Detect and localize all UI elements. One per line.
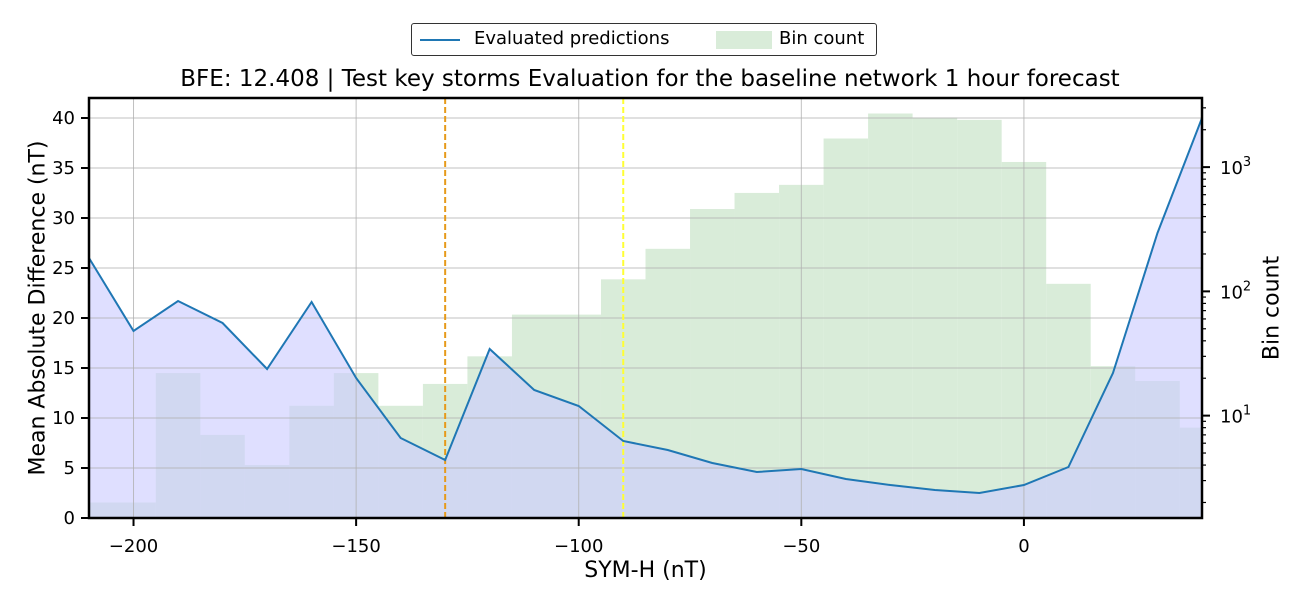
histogram-bar xyxy=(957,119,1002,518)
x-tick-label: 0 xyxy=(1018,536,1029,557)
y-tick-label: 5 xyxy=(64,458,75,479)
x-tick-label: −100 xyxy=(554,536,603,557)
histogram-bar xyxy=(823,138,869,518)
x-axis-label: SYM-H (nT) xyxy=(584,558,707,583)
y-tick-label: 30 xyxy=(52,208,75,229)
legend: Evaluated predictions Bin count xyxy=(411,23,877,56)
legend-label-evaluated-predictions: Evaluated predictions xyxy=(474,28,670,49)
y2-axis-label: Bin count xyxy=(1259,255,1285,361)
y-tick-label: 10 xyxy=(52,408,75,429)
x-tick-label: −150 xyxy=(331,536,380,557)
series-line-evaluated-predictions xyxy=(88,117,1203,495)
y-tick-label: 0 xyxy=(64,508,75,529)
y-tick-label: 20 xyxy=(52,308,75,329)
y-tick-label: 15 xyxy=(52,358,75,379)
y2-tick-label: 103 xyxy=(1220,155,1251,179)
y-tick-label: 25 xyxy=(52,258,75,279)
plot-frame xyxy=(87,96,1204,520)
vline-layer xyxy=(444,98,625,518)
axis-layer: −200 −150 −100 −50 0 0 5 10 15 20 25 30 35 40 101 102 10… xyxy=(52,107,1251,557)
histogram-bar xyxy=(734,192,780,518)
y-axis-label: Mean Absolute Difference (nT) xyxy=(25,140,51,476)
y2-tick-label: 101 xyxy=(1220,404,1251,428)
y-tick-label: 35 xyxy=(52,158,75,179)
legend-patch-swatch xyxy=(716,31,772,49)
line-layer xyxy=(88,117,1203,495)
histogram-bar xyxy=(868,113,913,519)
legend-label-bin-count: Bin count xyxy=(779,28,865,49)
legend-line-swatch xyxy=(420,39,460,41)
x-tick-label: −50 xyxy=(782,536,820,557)
y2-tick-label: 102 xyxy=(1220,279,1251,303)
grid-layer xyxy=(89,98,1202,519)
chart-title: BFE: 12.408 | Test key storms Evaluation… xyxy=(180,66,1120,92)
x-tick-label: −200 xyxy=(109,536,158,557)
y-tick-label: 40 xyxy=(52,108,75,129)
